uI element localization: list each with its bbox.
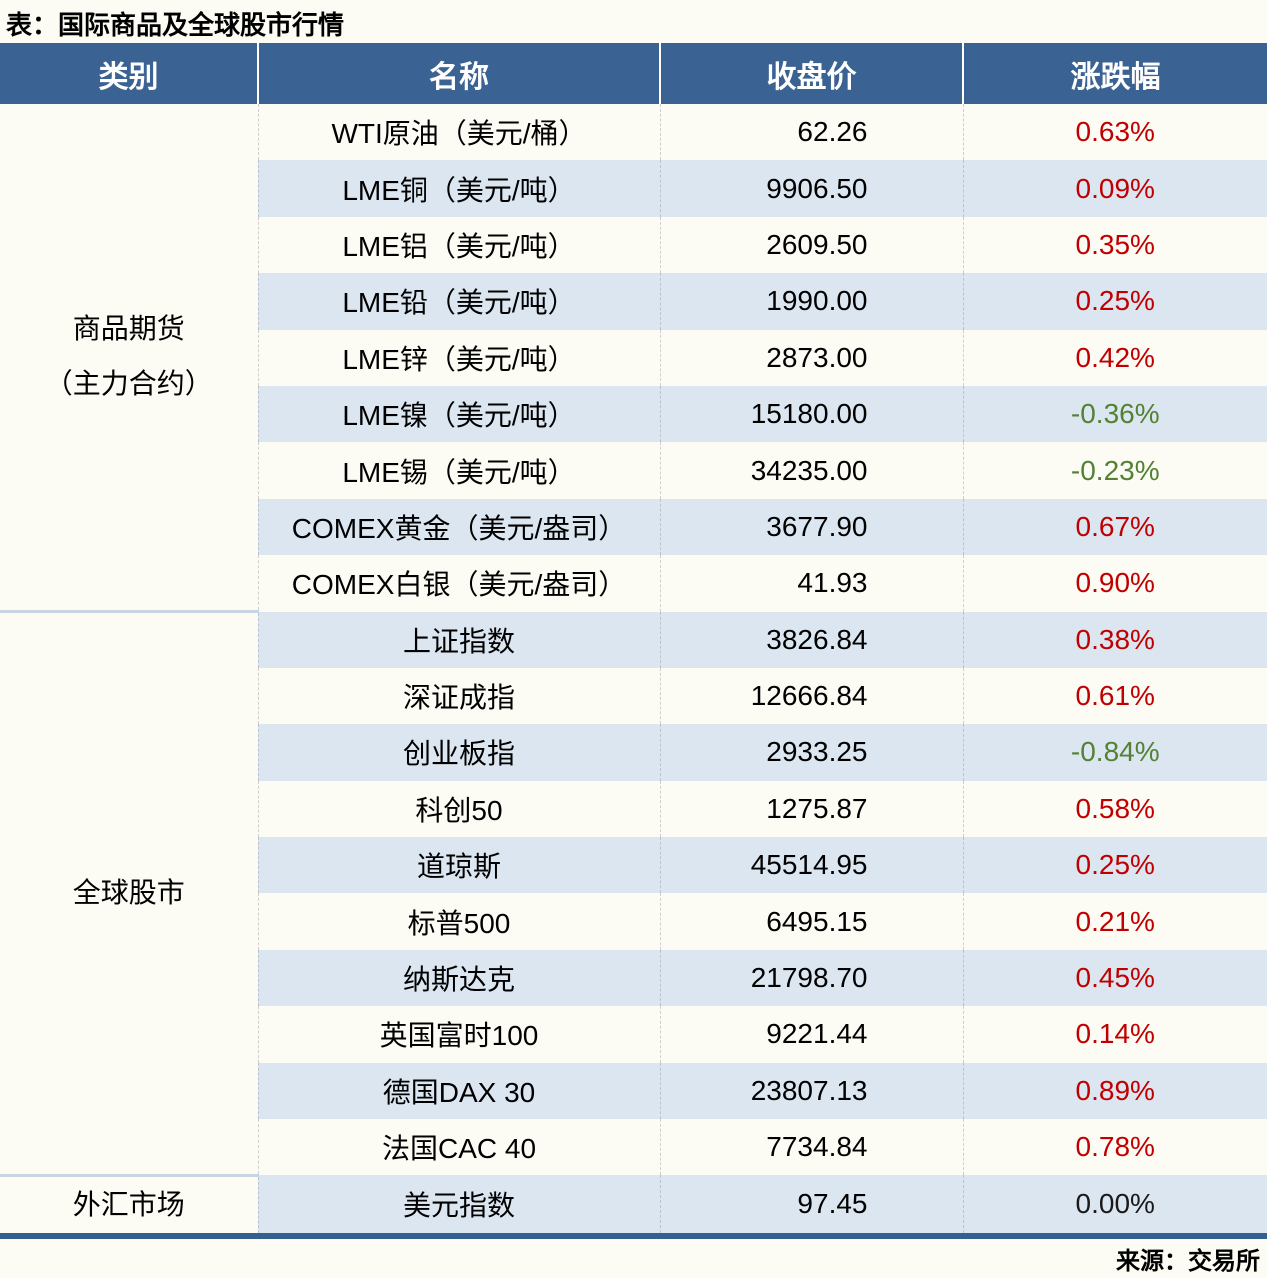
name-cell: 科创50 [257, 780, 660, 838]
close-cell: 12666.84 [659, 667, 963, 725]
name-cell: LME锡（美元/吨） [257, 442, 660, 499]
change-cell: 0.89% [962, 1062, 1267, 1120]
change-cell: 0.90% [962, 555, 1267, 612]
category-cell: 商品期货 （主力合约） [0, 104, 258, 612]
close-cell: 1990.00 [659, 273, 963, 330]
name-cell: 法国CAC 40 [257, 1119, 660, 1176]
name-cell: LME铜（美元/吨） [257, 160, 660, 217]
table-row: 纳斯达克 21798.70 0.45% [0, 949, 1267, 1007]
table-row: COMEX黄金（美元/盎司） 3677.90 0.67% [0, 498, 1267, 556]
table-row: COMEX白银（美元/盎司） 41.93 0.90% [0, 555, 1267, 612]
table-row: 德国DAX 30 23807.13 0.89% [0, 1062, 1267, 1120]
table-row: LME锡（美元/吨） 34235.00 -0.23% [0, 442, 1267, 499]
column-header: 收盘价 [659, 43, 963, 104]
change-cell: 0.35% [962, 216, 1267, 274]
change-cell: 0.25% [962, 273, 1267, 330]
close-cell: 3826.84 [659, 611, 963, 668]
table-row: LME铅（美元/吨） 1990.00 0.25% [0, 273, 1267, 330]
name-cell: 上证指数 [257, 611, 660, 668]
change-cell: 0.67% [962, 498, 1267, 556]
change-cell: 0.21% [962, 893, 1267, 950]
table-title: 表：国际商品及全球股市行情 [6, 10, 345, 40]
name-cell: 深证成指 [257, 667, 660, 725]
close-cell: 2873.00 [659, 329, 963, 386]
close-cell: 3677.90 [659, 498, 963, 556]
change-cell: 0.63% [962, 104, 1267, 161]
name-cell: LME铅（美元/吨） [257, 273, 660, 330]
close-cell: 6495.15 [659, 893, 963, 950]
close-cell: 62.26 [659, 104, 963, 161]
close-cell: 9906.50 [659, 160, 963, 217]
change-cell: 0.25% [962, 837, 1267, 894]
change-cell: 0.14% [962, 1006, 1267, 1063]
market-table: 类别 名称 收盘价 涨跌幅 商品期货 （主力合约） WTI原油（美元/桶） 62.26 0.6… [0, 43, 1267, 1240]
change-cell: 0.58% [962, 780, 1267, 838]
table-row: LME铝（美元/吨） 2609.50 0.35% [0, 216, 1267, 274]
name-cell: 美元指数 [257, 1175, 660, 1237]
name-cell: COMEX白银（美元/盎司） [257, 555, 660, 612]
source-label: 来源：交易所 [1116, 1248, 1260, 1275]
change-cell: 0.09% [962, 160, 1267, 217]
close-cell: 34235.00 [659, 442, 963, 499]
table-row: 法国CAC 40 7734.84 0.78% [0, 1119, 1267, 1176]
name-cell: WTI原油（美元/桶） [257, 104, 660, 161]
close-cell: 7734.84 [659, 1119, 963, 1176]
name-cell: LME锌（美元/吨） [257, 329, 660, 386]
change-cell: -0.84% [962, 724, 1267, 781]
name-cell: COMEX黄金（美元/盎司） [257, 498, 660, 556]
name-cell: LME镍（美元/吨） [257, 385, 660, 443]
table-row: 创业板指 2933.25 -0.84% [0, 724, 1267, 781]
name-cell: 德国DAX 30 [257, 1062, 660, 1120]
column-header: 类别 [0, 43, 258, 104]
header-row: 类别 名称 收盘价 涨跌幅 [0, 43, 1267, 104]
name-cell: 英国富时100 [257, 1006, 660, 1063]
change-cell: 0.45% [962, 949, 1267, 1007]
category-cell: 外汇市场 [0, 1173, 258, 1237]
change-cell: 0.78% [962, 1119, 1267, 1176]
table-row: 科创50 1275.87 0.58% [0, 780, 1267, 838]
change-cell: 0.61% [962, 667, 1267, 725]
close-cell: 45514.95 [659, 837, 963, 894]
table-row: LME镍（美元/吨） 15180.00 -0.36% [0, 385, 1267, 443]
table-body: 商品期货 （主力合约） WTI原油（美元/桶） 62.26 0.63% LME铜（美元/吨… [0, 104, 1267, 1237]
close-cell: 2609.50 [659, 216, 963, 274]
close-cell: 1275.87 [659, 780, 963, 838]
close-cell: 23807.13 [659, 1062, 963, 1120]
column-header: 名称 [257, 43, 660, 104]
change-cell: -0.23% [962, 442, 1267, 499]
category-cell: 全球股市 [0, 610, 258, 1176]
table-row: 道琼斯 45514.95 0.25% [0, 837, 1267, 894]
change-cell: -0.36% [962, 385, 1267, 443]
name-cell: 创业板指 [257, 724, 660, 781]
change-cell: 0.00% [962, 1175, 1267, 1237]
table-row: 全球股市 上证指数 3826.84 0.38% [0, 610, 1267, 1176]
table-row: 外汇市场 美元指数 97.45 0.00% [0, 1173, 1267, 1237]
close-cell: 97.45 [659, 1175, 963, 1237]
name-cell: 道琼斯 [257, 837, 660, 894]
table-row: 英国富时100 9221.44 0.14% [0, 1006, 1267, 1063]
close-cell: 9221.44 [659, 1006, 963, 1063]
change-cell: 0.42% [962, 329, 1267, 386]
name-cell: 标普500 [257, 893, 660, 950]
table-row: LME锌（美元/吨） 2873.00 0.42% [0, 329, 1267, 386]
name-cell: 纳斯达克 [257, 949, 660, 1007]
change-cell: 0.38% [962, 611, 1267, 668]
close-cell: 21798.70 [659, 949, 963, 1007]
close-cell: 15180.00 [659, 385, 963, 443]
table-row: LME铜（美元/吨） 9906.50 0.09% [0, 160, 1267, 217]
table-row: 商品期货 （主力合约） WTI原油（美元/桶） 62.26 0.63% [0, 104, 1267, 612]
name-cell: LME铝（美元/吨） [257, 216, 660, 274]
table-row: 标普500 6495.15 0.21% [0, 893, 1267, 950]
table-row: 深证成指 12666.84 0.61% [0, 667, 1267, 725]
close-cell: 41.93 [659, 555, 963, 612]
close-cell: 2933.25 [659, 724, 963, 781]
column-header: 涨跌幅 [962, 43, 1267, 104]
